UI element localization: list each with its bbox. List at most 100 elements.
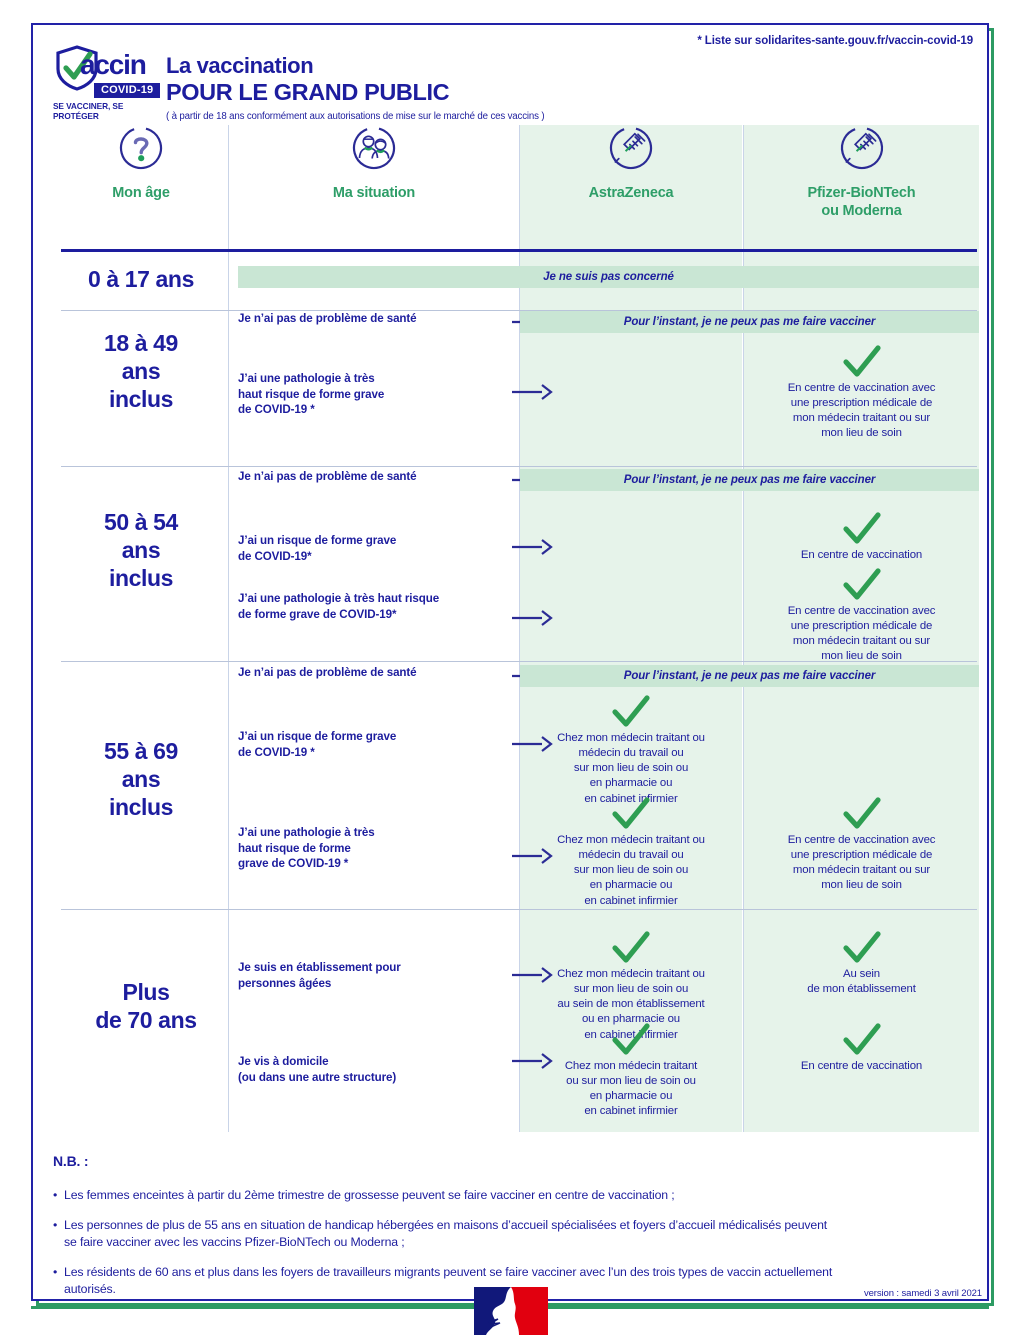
note-item-2-text: Les personnes de plus de 55 ans en situa… [64, 1218, 828, 1249]
age-label-18-49: 18 à 49 ans inclus [61, 329, 221, 413]
arrow-icon [512, 736, 553, 752]
s-70-home-l1: Je vis à domicile [238, 1055, 329, 1068]
bullet-icon: • [53, 1265, 58, 1279]
page-title: La vaccination POUR LE GRAND PUBLIC ( à … [166, 53, 545, 122]
s-70-est-l2: personnes âgées [238, 976, 332, 990]
divider-age-situation [228, 125, 229, 1132]
cell-70-astra-establishment-text: Chez mon médecin traitant ou sur mon lie… [557, 968, 705, 1041]
s-50-54-hr-l1: J’ai une pathologie à très haut risque [238, 592, 440, 605]
french-republic-marianne-flag-icon [474, 1287, 548, 1335]
column-header-pfizer-label: Pfizer-BioNTech ou Moderna [744, 184, 979, 220]
row-divider-2 [61, 466, 977, 467]
s-55-69-r-l1: J’ai un risque de forme grave [238, 730, 397, 743]
check-mark-icon [842, 1023, 881, 1055]
age-18-49-line-3: inclus [108, 386, 174, 413]
age-label-55-69: 55 à 69 ans inclus [61, 737, 221, 821]
banner-18-49: Pour l’instant, je ne peux pas me faire … [520, 311, 979, 333]
banner-55-69: Pour l’instant, je ne peux pas me faire … [520, 665, 979, 687]
pfizer-column-background [744, 125, 979, 1132]
two-people-masks-icon [352, 126, 396, 170]
age-70-line-2: de 70 ans [95, 1007, 197, 1034]
s-18-49-hr-l3: de COVID-19 * [238, 403, 315, 417]
cell-70-astra-home: Chez mon médecin traitant ou sur mon lie… [520, 1023, 742, 1120]
title-subtitle: ( à partir de 18 ans conformément aux au… [166, 110, 545, 122]
column-header-astrazeneca-label: AstraZeneca [588, 185, 674, 201]
arrow-icon [512, 610, 553, 626]
situation-18-49-high-risk: J’ai une pathologie à très haut risque d… [238, 371, 518, 418]
arrow-icon [512, 539, 553, 555]
arrow-icon [512, 384, 553, 400]
cell-70-astra-home-text: Chez mon médecin traitant ou sur mon lie… [564, 1060, 698, 1118]
age-50-54-line-3: inclus [108, 565, 174, 592]
note-item-1-text: Les femmes enceintes à partir du 2ème tr… [64, 1188, 675, 1202]
check-mark-icon [612, 931, 650, 963]
s-70-home-l2: (ou dans une autre structure) [238, 1070, 397, 1084]
situation-70-home: Je vis à domicile (ou dans une autre str… [238, 1054, 518, 1085]
s-18-49-hr-l2: haut risque de forme grave [238, 387, 385, 401]
situation-55-69-high-risk: J’ai une pathologie à très haut risque d… [238, 825, 518, 872]
age-55-69-line-2: ans [121, 766, 161, 793]
arrow-icon [512, 1053, 553, 1069]
column-header-situation: Ma situation [239, 125, 509, 202]
notes-title: N.B. : [53, 1153, 89, 1169]
arrow-icon [512, 848, 553, 864]
syringe-icon [840, 126, 883, 170]
logo-covid-badge: COVID-19 [94, 83, 161, 98]
cell-55-69-astra-risk-text: Chez mon médecin traitant ou médecin du … [557, 732, 705, 805]
divider-situation-astra [519, 125, 520, 1132]
age-50-54-line-2: ans [121, 537, 161, 564]
check-mark-icon [842, 345, 881, 377]
cell-55-69-astra-high-risk: Chez mon médecin traitant ou médecin du … [520, 797, 742, 909]
check-mark-icon [842, 797, 881, 829]
astrazeneca-column-background [520, 125, 742, 1132]
age-18-49-line-2: ans [121, 358, 161, 385]
bullet-icon: • [53, 1188, 58, 1202]
s-50-54-r-l2: de COVID-19* [238, 549, 312, 563]
pfizer-label-line-1: Pfizer-BioNTech [807, 185, 916, 201]
cell-50-54-pfizer-high-risk-text: En centre de vaccination avec une prescr… [787, 605, 936, 663]
banner-0-17: Je ne suis pas concerné [238, 266, 979, 288]
age-label-50-54: 50 à 54 ans inclus [61, 508, 221, 592]
title-line-1: La vaccination [166, 53, 314, 78]
s-50-54-r-l1: J’ai un risque de forme grave [238, 534, 397, 547]
syringe-icon [609, 126, 653, 170]
logo-wordmark: accin [80, 49, 147, 80]
question-mark-icon [119, 126, 163, 170]
situation-18-49-no-problem: Je n’ai pas de problème de santé [238, 312, 417, 325]
check-mark-icon [842, 568, 881, 600]
cell-70-pfizer-home-text: En centre de vaccination [800, 1060, 923, 1072]
age-18-49-line-1: 18 à 49 [104, 330, 178, 356]
cell-18-49-pfizer: En centre de vaccination avec une prescr… [744, 345, 979, 442]
source-list-note: * Liste sur solidarites-sante.gouv.fr/va… [697, 35, 973, 47]
cell-55-69-pfizer-high-risk-text: En centre de vaccination avec une prescr… [787, 834, 936, 892]
cell-55-69-astra-high-risk-text: Chez mon médecin traitant ou médecin du … [557, 834, 705, 907]
arrow-icon [512, 967, 553, 983]
age-label-70-plus: Plus de 70 ans [61, 978, 231, 1034]
s-18-49-hr-l1: J’ai une pathologie à très [238, 372, 375, 385]
row-divider-1 [61, 310, 977, 311]
check-mark-icon [842, 512, 881, 544]
age-label-0-17: 0 à 17 ans [88, 266, 194, 292]
bullet-icon: • [53, 1218, 58, 1232]
column-header-astrazeneca: AstraZeneca [520, 125, 742, 202]
situation-50-54-high-risk: J’ai une pathologie à très haut risque d… [238, 591, 528, 622]
column-header-pfizer: Pfizer-BioNTech ou Moderna [744, 125, 979, 220]
cell-50-54-pfizer-risk: En centre de vaccination [744, 512, 979, 563]
note-item-2: • Les personnes de plus de 55 ans en sit… [53, 1217, 843, 1250]
title-line-2: POUR LE GRAND PUBLIC [166, 78, 450, 105]
s-55-69-r-l2: de COVID-19 * [238, 745, 315, 759]
banner-50-54: Pour l’instant, je ne peux pas me faire … [520, 469, 979, 491]
situation-55-69-risk: J’ai un risque de forme grave de COVID-1… [238, 729, 518, 760]
age-50-54-line-1: 50 à 54 [104, 509, 178, 535]
cell-55-69-pfizer-high-risk: En centre de vaccination avec une prescr… [744, 797, 979, 894]
shield-icon [56, 45, 98, 91]
age-70-line-1: Plus [122, 979, 170, 1005]
column-header-age-label: Mon âge [112, 185, 170, 201]
check-mark-icon [612, 1023, 650, 1055]
note-item-3: • Les résidents de 60 ans et plus dans l… [53, 1264, 863, 1297]
vaccin-covid-logo: accin COVID-19 SE VACCINER, SE PROTÉGER [53, 45, 163, 121]
check-mark-icon [842, 931, 881, 963]
check-mark-icon [612, 797, 650, 829]
divider-astra-pfizer [743, 125, 744, 1132]
